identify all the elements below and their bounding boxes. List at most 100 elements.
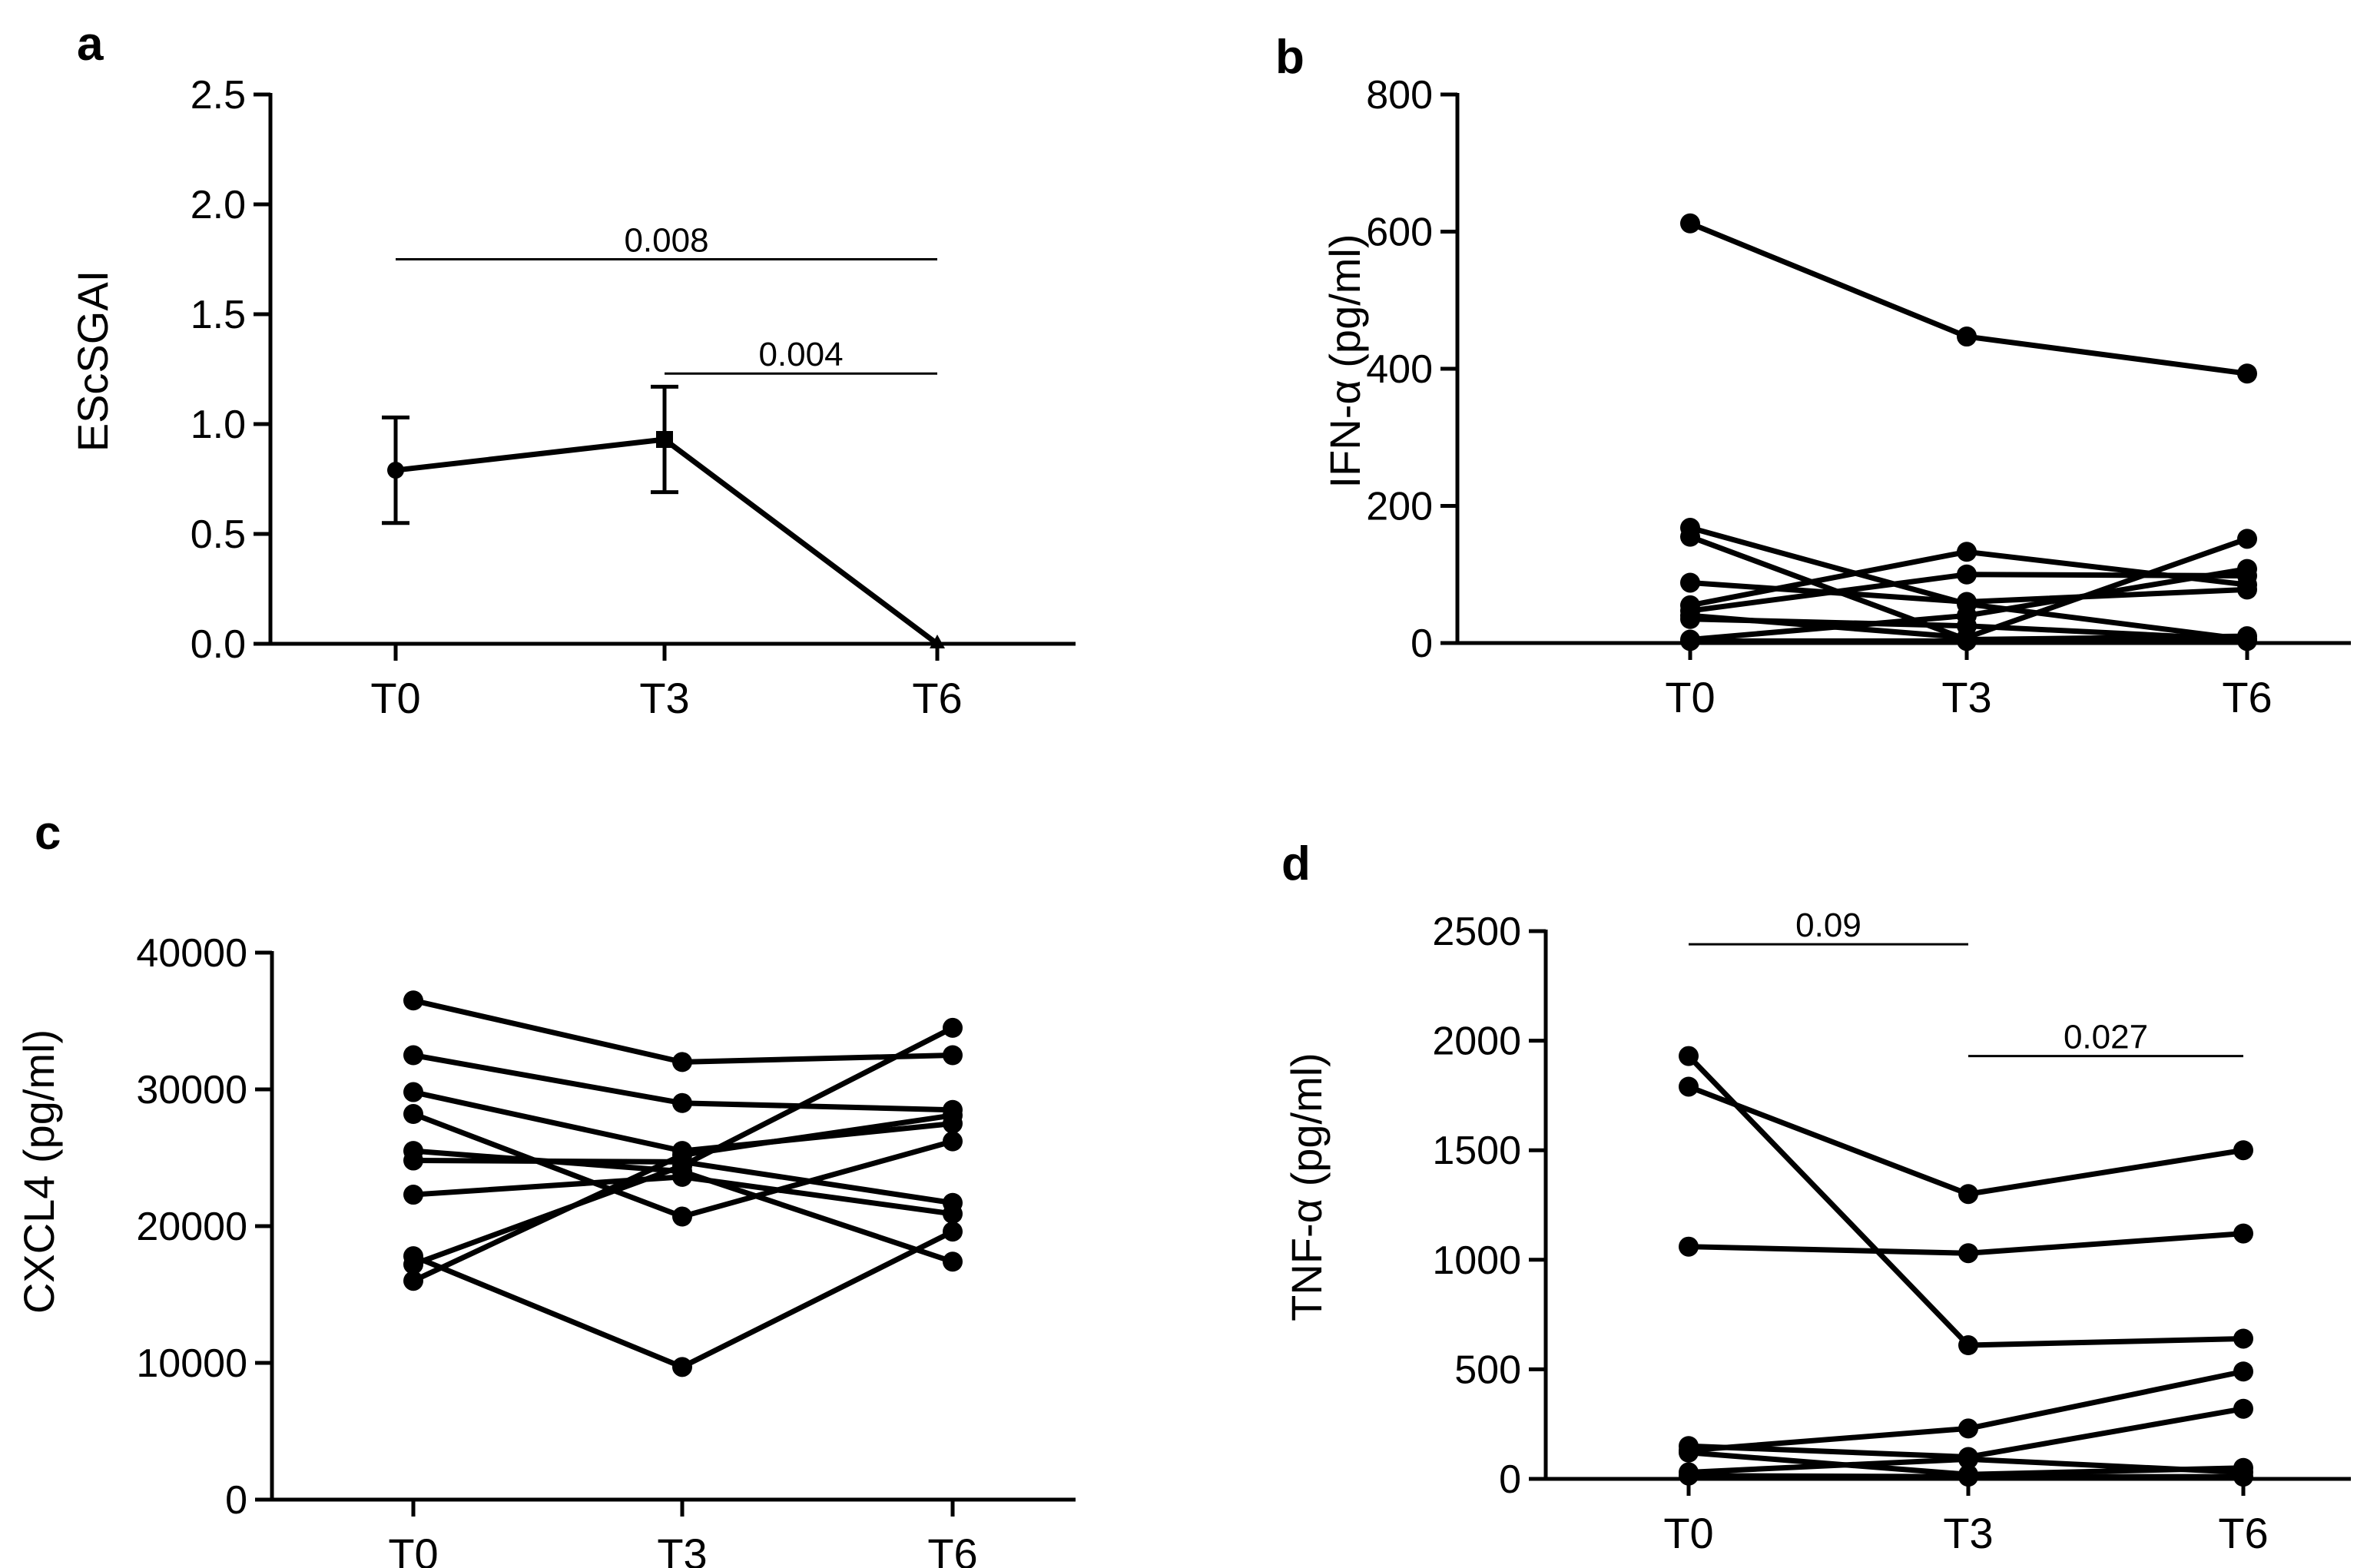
data-point bbox=[403, 990, 423, 1011]
p-value-label: 0.09 bbox=[1795, 907, 1861, 944]
y-tick-label: 10000 bbox=[136, 1341, 247, 1386]
data-point bbox=[1958, 1335, 1978, 1356]
panel-b: b 0 200 400 600 800 T0 T3 T6 IFN-α (pg/ml) bbox=[1275, 31, 2351, 721]
data-point bbox=[403, 1271, 423, 1291]
data-point bbox=[1957, 631, 1977, 651]
data-point bbox=[1958, 1467, 1978, 1487]
data-point bbox=[2233, 1467, 2253, 1487]
data-point bbox=[1679, 1076, 1699, 1097]
x-tick-label: T0 bbox=[1665, 673, 1715, 721]
data-point bbox=[403, 1045, 423, 1066]
data-point bbox=[2237, 529, 2257, 549]
data-point bbox=[943, 1251, 963, 1272]
x-tick-label: T6 bbox=[2222, 673, 2272, 721]
y-tick-label: 2500 bbox=[1432, 910, 1521, 954]
data-point bbox=[930, 635, 945, 648]
data-point bbox=[1680, 526, 1700, 547]
y-tick-label: 500 bbox=[1454, 1348, 1521, 1392]
y-tick-label: 0.5 bbox=[191, 512, 246, 557]
data-point bbox=[2233, 1361, 2253, 1382]
p-value-label: 0.004 bbox=[758, 336, 843, 373]
panel-letter: d bbox=[1281, 837, 1311, 890]
y-axis-title: TNF-α (pg/ml) bbox=[1282, 1053, 1331, 1321]
x-tick-label: T6 bbox=[912, 674, 962, 722]
y-tick-label: 400 bbox=[1366, 347, 1433, 392]
x-tick-label: T0 bbox=[1663, 1509, 1713, 1557]
y-tick-label: 2000 bbox=[1432, 1019, 1521, 1064]
data-point bbox=[2237, 631, 2257, 651]
data-point bbox=[1679, 1046, 1699, 1066]
y-tick-label: 2.5 bbox=[191, 73, 246, 118]
data-point bbox=[1680, 631, 1700, 651]
data-point bbox=[943, 1105, 963, 1125]
data-point bbox=[1680, 572, 1700, 593]
panel-a: a 0.0 0.5 1.0 1.5 2.0 2.5 T0 T3 T6 EScSGAI 0.008 0.0… bbox=[68, 18, 1076, 722]
data-point bbox=[672, 1206, 692, 1227]
y-tick-label: 20000 bbox=[136, 1205, 247, 1249]
data-point bbox=[2233, 1223, 2253, 1244]
series-line bbox=[412, 1112, 953, 1284]
x-tick-label: T0 bbox=[388, 1530, 438, 1568]
data-point bbox=[403, 1254, 423, 1275]
panel-d: d 0 500 1000 1500 2000 2500 T0 T3 T6 TNF-α (pg/ml)… bbox=[1281, 837, 2351, 1557]
data-point bbox=[943, 1222, 963, 1242]
y-tick-label: 0 bbox=[225, 1478, 247, 1523]
x-tick-label: T0 bbox=[370, 674, 420, 722]
y-tick-label: 2.0 bbox=[191, 183, 246, 227]
data-point bbox=[1680, 213, 1700, 234]
y-tick-label: 600 bbox=[1366, 211, 1433, 255]
y-axis-title: CXCL4 (pg/ml) bbox=[15, 1029, 63, 1314]
data-point bbox=[387, 462, 404, 479]
x-tick-label: T3 bbox=[1943, 1509, 1993, 1557]
data-point bbox=[1679, 1236, 1699, 1257]
x-tick-label: T3 bbox=[657, 1530, 707, 1568]
y-tick-label: 0 bbox=[1499, 1457, 1521, 1502]
data-point bbox=[943, 1045, 963, 1066]
data-point bbox=[656, 431, 673, 449]
data-point bbox=[1957, 327, 1977, 347]
data-point bbox=[1958, 1243, 1978, 1264]
y-axis-title: EScSGAI bbox=[68, 270, 117, 452]
data-point bbox=[672, 1145, 692, 1165]
panel-c: c 0 10000 20000 30000 40000 T0 T3 T6 CXCL4 (pg/ml… bbox=[15, 807, 1076, 1568]
y-tick-label: 200 bbox=[1366, 485, 1433, 529]
data-point bbox=[1680, 608, 1700, 629]
data-point bbox=[672, 1092, 692, 1113]
y-tick-label: 0 bbox=[1411, 622, 1433, 666]
data-point bbox=[403, 1082, 423, 1102]
series-line bbox=[1689, 220, 2248, 376]
y-axis-title: IFN-α (pg/ml) bbox=[1321, 234, 1369, 488]
series-line bbox=[412, 1228, 954, 1370]
y-tick-label: 800 bbox=[1366, 73, 1433, 118]
data-point bbox=[2237, 559, 2257, 579]
data-point bbox=[1958, 1418, 1978, 1439]
x-tick-label: T3 bbox=[639, 674, 689, 722]
data-point bbox=[1679, 1442, 1699, 1463]
data-point bbox=[672, 1052, 692, 1072]
data-point bbox=[1958, 1184, 1978, 1205]
y-tick-label: 1000 bbox=[1432, 1238, 1521, 1283]
y-tick-label: 1500 bbox=[1432, 1129, 1521, 1173]
data-point bbox=[1957, 542, 1977, 562]
y-tick-label: 0.0 bbox=[191, 622, 246, 667]
data-point bbox=[403, 1104, 423, 1125]
data-point bbox=[1957, 592, 1977, 612]
data-point bbox=[403, 1150, 423, 1171]
data-point bbox=[2237, 363, 2257, 384]
data-point bbox=[403, 1185, 423, 1205]
data-point bbox=[1958, 1449, 1978, 1470]
data-point bbox=[2233, 1140, 2253, 1161]
data-point bbox=[1679, 1465, 1699, 1486]
y-tick-label: 1.0 bbox=[191, 403, 246, 447]
data-point bbox=[672, 1357, 692, 1377]
data-point bbox=[943, 1017, 963, 1038]
data-point bbox=[943, 1203, 963, 1224]
y-tick-label: 30000 bbox=[136, 1068, 247, 1112]
data-point bbox=[943, 1131, 963, 1152]
data-point bbox=[1957, 564, 1977, 585]
y-tick-label: 1.5 bbox=[191, 293, 246, 337]
y-tick-label: 40000 bbox=[136, 931, 247, 976]
data-point bbox=[2233, 1398, 2253, 1419]
x-tick-label: T6 bbox=[2218, 1509, 2268, 1557]
